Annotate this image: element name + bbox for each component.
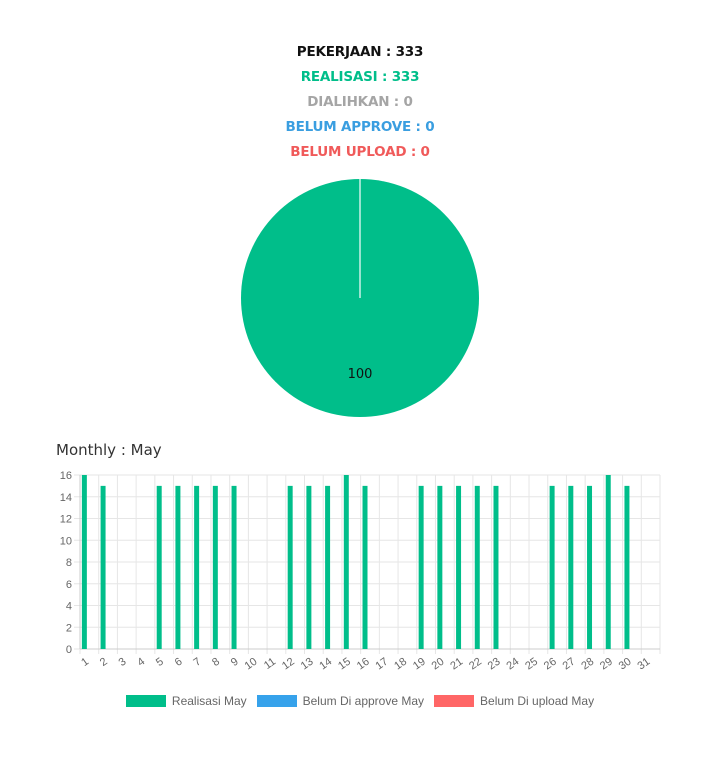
x-tick-label: 9	[229, 656, 241, 669]
x-tick-label: 4	[135, 656, 147, 669]
legend-item-belum-di-approve-may[interactable]: Belum Di approve May	[256, 694, 425, 708]
x-tick-label: 31	[635, 656, 652, 673]
bar-realisasi-may-day-2[interactable]	[100, 485, 106, 649]
bar-realisasi-may-day-8[interactable]	[212, 485, 218, 649]
x-tick-label: 21	[448, 656, 465, 673]
dialihkan-value: 0	[403, 94, 413, 110]
realisasi-stat: REALISASI333	[0, 65, 720, 90]
x-tick-label: 7	[191, 656, 203, 669]
monthly-month: May	[130, 441, 162, 459]
x-tick-label: 13	[299, 656, 316, 673]
x-tick-label: 10	[243, 656, 260, 673]
x-tick-label: 28	[579, 656, 596, 673]
x-tick-label: 8	[210, 656, 222, 669]
legend-label: Realisasi May	[171, 694, 247, 708]
x-tick-label: 2	[98, 656, 110, 669]
bar-realisasi-may-day-27[interactable]	[568, 485, 574, 649]
belum-upload-value: 0	[420, 144, 430, 160]
bar-realisasi-may-day-19[interactable]	[418, 485, 424, 649]
x-tick-label: 14	[317, 656, 334, 673]
bar-realisasi-may-day-13[interactable]	[306, 485, 312, 649]
bar-realisasi-may-day-6[interactable]	[175, 485, 181, 649]
pie-slice-label: 100	[348, 367, 373, 382]
bar-realisasi-may-day-26[interactable]	[549, 485, 555, 649]
bar-realisasi-may-day-29[interactable]	[605, 475, 611, 649]
x-tick-label: 30	[617, 656, 634, 673]
y-tick-label: 14	[60, 492, 72, 504]
bar-realisasi-may-day-28[interactable]	[587, 485, 593, 649]
x-tick-label: 5	[154, 656, 166, 669]
legend-swatch	[434, 695, 475, 707]
y-tick-label: 10	[60, 535, 72, 547]
bar-realisasi-may-day-7[interactable]	[194, 485, 200, 649]
y-tick-label: 6	[66, 579, 72, 591]
bar-realisasi-may-day-20[interactable]	[437, 485, 443, 649]
x-tick-label: 22	[467, 656, 484, 673]
chart-legend: Realisasi May Belum Di approve May Belum D…	[0, 694, 720, 708]
bar-realisasi-may-day-22[interactable]	[474, 485, 480, 649]
bar-realisasi-may-day-14[interactable]	[325, 485, 331, 649]
belum-approve-stat: BELUM APPROVE0	[0, 115, 720, 140]
x-tick-label: 23	[486, 656, 503, 673]
belum-upload-stat: BELUM UPLOAD0	[0, 140, 720, 165]
legend-label: Belum Di approve May	[302, 694, 425, 708]
x-tick-label: 1	[79, 656, 91, 669]
pekerjaan-label: PEKERJAAN	[297, 44, 396, 60]
bar-realisasi-may-day-30[interactable]	[624, 485, 630, 649]
bar-realisasi-may-day-21[interactable]	[456, 485, 462, 649]
y-tick-label: 0	[66, 644, 72, 656]
dialihkan-stat: DIALIHKAN0	[0, 90, 720, 115]
dialihkan-label: DIALIHKAN	[307, 94, 403, 110]
belum-approve-value: 0	[425, 119, 435, 135]
pekerjaan-stat: PEKERJAAN333	[0, 40, 720, 65]
x-tick-label: 11	[262, 656, 278, 672]
x-tick-label: 17	[374, 656, 391, 673]
monthly-title: MonthlyMay	[56, 441, 162, 459]
x-tick-label: 29	[598, 656, 615, 673]
bar-realisasi-may-day-9[interactable]	[231, 485, 237, 649]
bar-realisasi-may-day-15[interactable]	[343, 475, 349, 649]
legend-swatch	[256, 695, 297, 707]
pekerjaan-value: 333	[395, 44, 424, 60]
legend-swatch	[125, 695, 166, 707]
pie-chart: 100	[241, 179, 479, 417]
bar-realisasi-may-day-1[interactable]	[81, 475, 87, 649]
monthly-label: Monthly	[56, 441, 131, 459]
y-tick-label: 16	[60, 470, 72, 482]
x-tick-label: 25	[523, 656, 540, 673]
x-tick-label: 26	[542, 656, 559, 673]
belum-approve-label: BELUM APPROVE	[286, 119, 426, 135]
x-tick-label: 6	[173, 656, 185, 669]
bar-realisasi-may-day-16[interactable]	[362, 485, 368, 649]
y-tick-label: 4	[66, 601, 72, 613]
x-tick-label: 16	[355, 656, 372, 673]
x-tick-label: 20	[430, 656, 447, 673]
x-tick-label: 12	[280, 656, 297, 673]
x-tick-label: 19	[411, 656, 428, 673]
x-tick-label: 15	[336, 656, 353, 673]
belum-upload-label: BELUM UPLOAD	[290, 144, 420, 160]
bar-realisasi-may-day-5[interactable]	[156, 485, 162, 649]
y-tick-label: 8	[66, 557, 72, 569]
bar-realisasi-may-day-23[interactable]	[493, 485, 499, 649]
x-tick-label: 18	[392, 656, 409, 673]
y-tick-label: 2	[66, 622, 72, 634]
legend-item-belum-di-upload-may[interactable]: Belum Di upload May	[434, 694, 594, 708]
bar-realisasi-may-day-12[interactable]	[287, 485, 293, 649]
y-tick-label: 12	[60, 514, 72, 526]
x-tick-label: 27	[561, 656, 578, 673]
realisasi-label: REALISASI	[301, 69, 392, 85]
legend-item-realisasi-may[interactable]: Realisasi May	[125, 694, 247, 708]
x-tick-label: 24	[504, 656, 521, 673]
x-tick-label: 3	[117, 656, 129, 669]
realisasi-value: 333	[391, 69, 420, 85]
legend-label: Belum Di upload May	[480, 694, 595, 708]
summary-stats: PEKERJAAN333 REALISASI333 DIALIHKAN0 BEL…	[0, 40, 720, 165]
